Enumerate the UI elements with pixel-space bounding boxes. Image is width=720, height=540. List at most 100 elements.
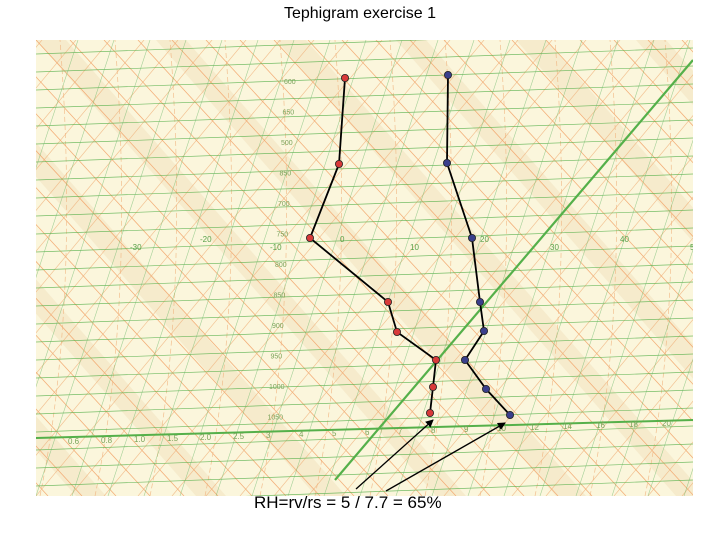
paper-band — [36, 279, 226, 496]
temperature-line — [308, 77, 437, 414]
chart-background — [36, 40, 693, 496]
temperature-profile — [305, 74, 440, 417]
mixing-ratio-label: 0.6 — [68, 437, 80, 446]
saturated-adiabat-line — [39, 40, 68, 496]
isobar-line — [36, 335, 693, 361]
mixing-ratio-line — [287, 40, 439, 496]
mixing-ratio-line — [395, 40, 547, 496]
isotherm-line — [205, 40, 627, 496]
grid-labels: 600650500850700750800850900950100010500.… — [68, 79, 693, 446]
isobar-line — [36, 425, 693, 451]
isobar-line — [36, 353, 693, 379]
annotation-arrow — [355, 419, 434, 490]
temperature-point — [425, 408, 434, 417]
isobar-line — [36, 443, 693, 469]
pressure-label: 750 — [277, 232, 289, 239]
dry-adiabat-line — [205, 40, 587, 496]
dry-adiabat-line — [579, 359, 693, 496]
mixing-ratio-line — [143, 40, 295, 496]
mixing-ratio-line — [179, 40, 331, 496]
isotherm-line — [36, 187, 321, 496]
paper-band — [36, 40, 466, 496]
dry-adiabat-line — [36, 40, 111, 130]
mixing-ratio-label: 18 — [629, 420, 638, 429]
isobar-line — [36, 389, 693, 415]
isotherm-line — [613, 40, 693, 127]
dry-adiabat-line — [103, 40, 485, 496]
isotherm-line — [511, 40, 693, 238]
mixing-ratio-label: 1.5 — [167, 434, 179, 443]
isobar-line — [36, 263, 693, 289]
pressure-label: 500 — [281, 140, 293, 147]
isotherm-line — [36, 408, 117, 496]
dry-adiabat-line — [36, 40, 247, 293]
dewpoint-line — [446, 74, 511, 416]
pressure-label: 800 — [275, 262, 287, 269]
isobar-line — [245, 479, 693, 496]
dry-adiabat-line — [716, 40, 720, 496]
dry-adiabat-line — [511, 278, 693, 496]
mixing-ratio-line — [323, 40, 475, 496]
temperature-label: 40 — [620, 235, 629, 244]
dry-adiabat-line — [36, 40, 417, 496]
dry-adiabat-line — [137, 40, 519, 496]
dry-adiabat-line — [36, 40, 43, 48]
isobar-line — [36, 299, 693, 325]
isobar-line — [36, 173, 693, 199]
saturated-adiabat-line — [644, 40, 673, 496]
mixing-ratio-line — [36, 40, 115, 279]
isobar-line — [36, 101, 693, 127]
paper-band — [396, 40, 693, 379]
pressure-label: 650 — [283, 110, 295, 117]
mixing-ratio-line — [107, 40, 259, 496]
dry-adiabat-line — [341, 74, 693, 496]
saturated-adiabat-line — [204, 40, 233, 496]
mixing-ratio-label: 16 — [596, 421, 605, 430]
mixing-ratio-label: 9 — [464, 425, 469, 434]
isobar-line — [36, 227, 693, 253]
mixing-ratio-label: 14 — [563, 422, 572, 431]
mixing-ratio-label: 20 — [662, 419, 671, 428]
isotherm-line — [103, 40, 525, 496]
saturated-adiabat-line — [314, 40, 343, 496]
rh-caption: RH=rv/rs = 5 / 7.7 = 65% — [254, 493, 442, 512]
isobar-line — [36, 119, 693, 145]
chart-title: Tephigram exercise 1 — [283, 5, 437, 22]
mixing-ratio-line — [251, 40, 403, 496]
isobar-line — [36, 209, 693, 235]
mixing-ratio-label: 7 — [398, 427, 403, 436]
dewpoint-point — [475, 297, 484, 306]
temperature-point — [334, 159, 343, 168]
saturated-adiabat-line — [700, 40, 720, 496]
pressure-label: 600 — [284, 79, 296, 86]
dry-adiabat-line — [36, 40, 315, 375]
temperature-label: -30 — [130, 243, 142, 252]
temperature-label: -10 — [270, 243, 282, 252]
dry-adiabat-line — [69, 40, 451, 496]
isobar-line — [36, 407, 693, 433]
mixing-ratio-line — [467, 40, 619, 496]
isotherm-line — [36, 150, 355, 496]
dewpoint-profile — [442, 71, 514, 419]
pressure-label: 700 — [278, 201, 290, 208]
mixing-ratio-line — [539, 40, 691, 496]
dry-adiabat-line — [0, 40, 8, 496]
dry-adiabat-line — [409, 155, 693, 496]
mixing-ratio-line — [36, 40, 151, 388]
dry-adiabat-line — [443, 196, 693, 496]
isotherm-line — [36, 297, 219, 496]
isobar-line — [36, 137, 693, 163]
chart-grid — [0, 40, 720, 496]
temperature-point — [431, 355, 440, 364]
dewpoint-point — [442, 158, 451, 167]
pressure-label: 850 — [280, 171, 292, 178]
isobar-line — [36, 83, 693, 109]
isotherm-line — [579, 40, 693, 164]
mixing-ratio-line — [71, 40, 223, 496]
temperature-point — [340, 74, 349, 83]
pressure-label: 850 — [274, 293, 286, 300]
dewpoint-point — [460, 355, 469, 364]
isotherm-line — [0, 40, 14, 496]
annotation-arrow — [385, 422, 506, 492]
paper-band — [36, 416, 106, 496]
